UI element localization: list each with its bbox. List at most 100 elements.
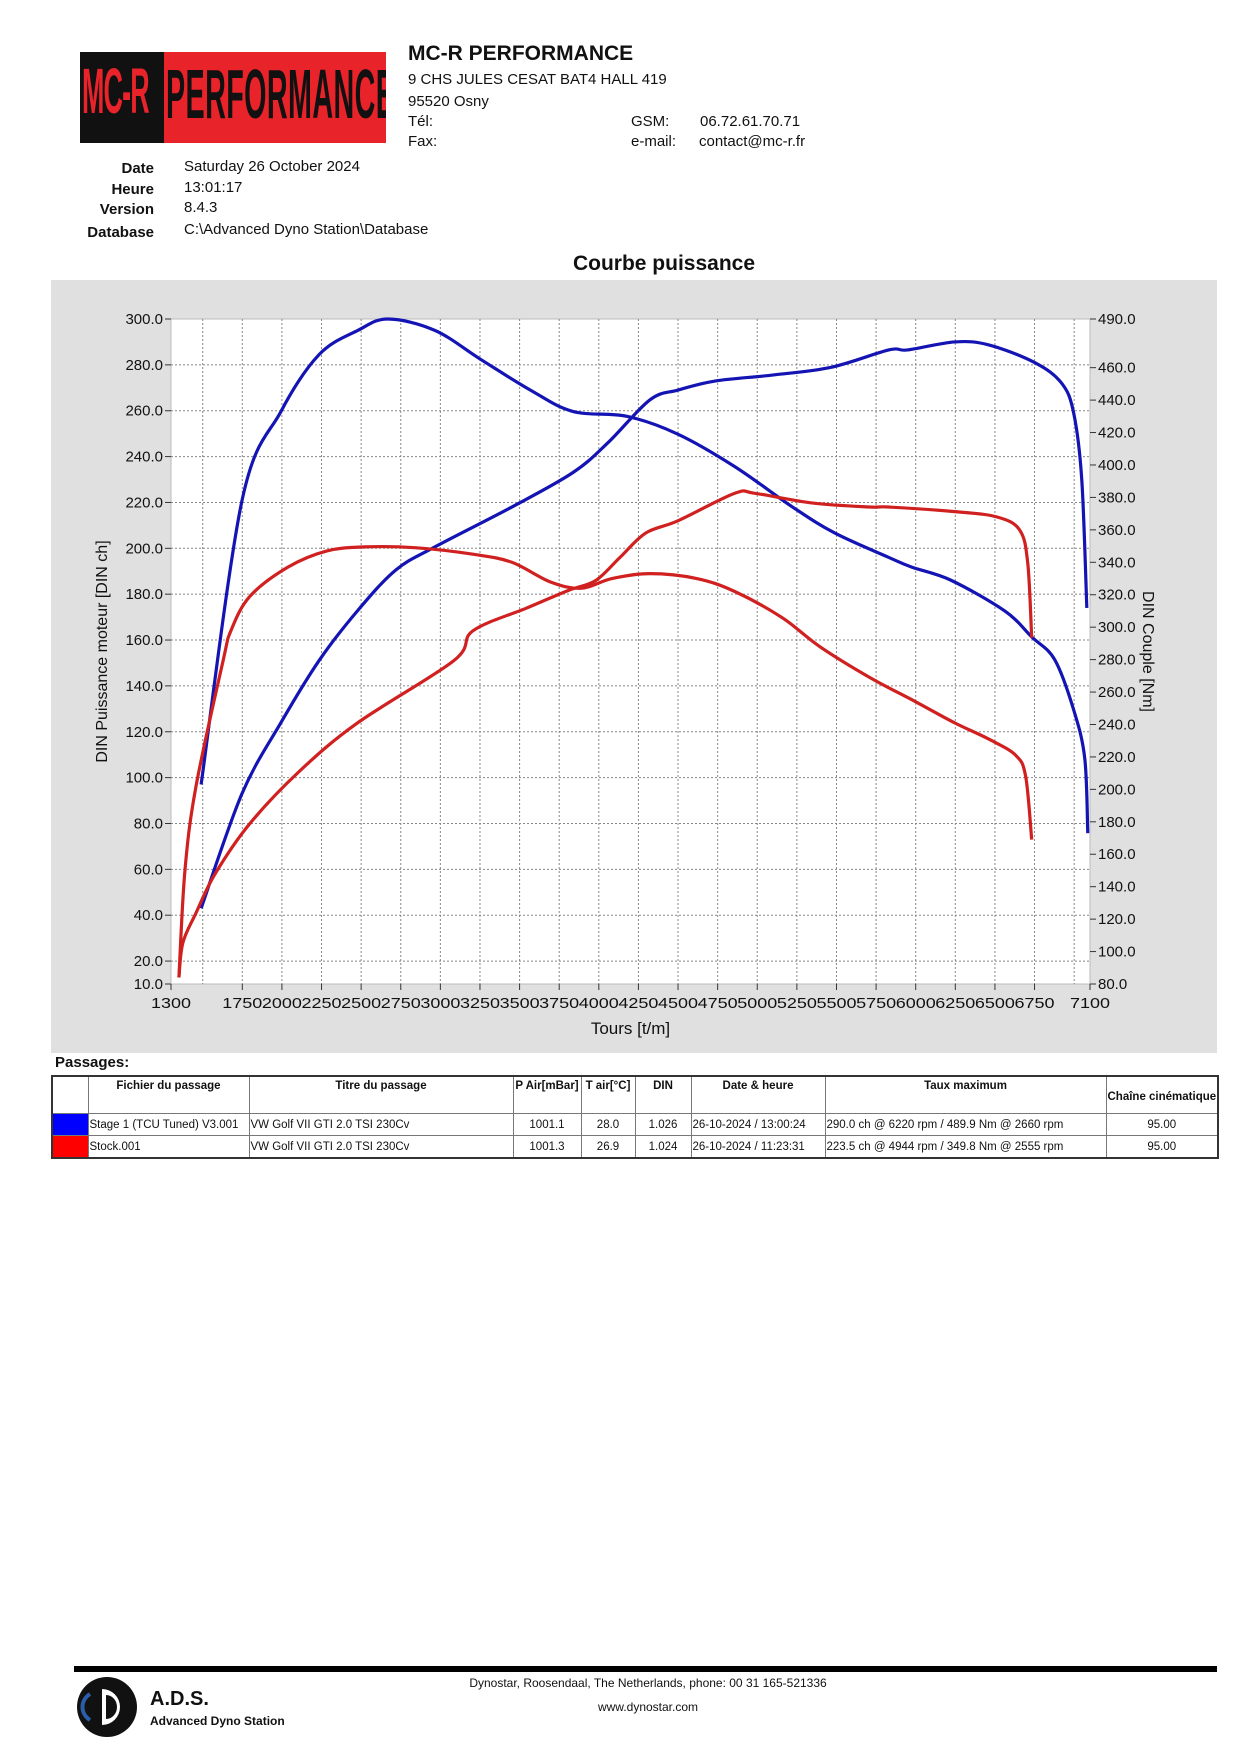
col-tair: T air[°C] — [580, 1075, 636, 1114]
stock-power-curve — [177, 489, 1034, 978]
gsm-value: 06.72.61.70.71 — [700, 113, 801, 130]
y-right-tick-label: 380.0 — [1098, 489, 1136, 506]
x-tick-label: 3250 — [460, 995, 500, 1012]
y-right-tick-label: 140.0 — [1098, 879, 1136, 896]
cell-titre: VW Golf VII GTI 2.0 TSI 230Cv — [248, 1113, 514, 1136]
table-header-row: Fichier du passage Titre du passage P Ai… — [51, 1075, 1219, 1114]
x-tick-label: 5750 — [856, 995, 896, 1012]
y-right-tick-label: 420.0 — [1098, 425, 1136, 442]
ads-subtitle: Advanced Dyno Station — [150, 1714, 285, 1728]
database-value: C:\Advanced Dyno Station\Database — [184, 221, 429, 238]
chart-panel: 1300 1750 2000 2250 2500 2750 3000 3250 3500 3750… — [51, 280, 1217, 1053]
cell-taux: 290.0 ch @ 6220 rpm / 489.9 Nm @ 2660 rp… — [824, 1113, 1107, 1136]
cell-titre: VW Golf VII GTI 2.0 TSI 230Cv — [248, 1135, 514, 1159]
y-left-tick-label: 300.0 — [125, 311, 163, 328]
x-tick-label: 1300 — [151, 995, 191, 1012]
cell-pair: 1001.3 — [512, 1135, 582, 1159]
x-tick-label: 3000 — [420, 995, 460, 1012]
y-right-tick-label: 460.0 — [1098, 360, 1136, 377]
y-left-tick-label: 220.0 — [125, 494, 163, 511]
y-left-axis-label: DIN Puissance moteur [DIN ch] — [94, 540, 111, 762]
col-titre: Titre du passage — [248, 1075, 514, 1114]
y-right-tick-label: 220.0 — [1098, 749, 1136, 766]
date-label: Date — [121, 160, 154, 177]
y-right-tick-label: 490.0 — [1098, 311, 1136, 328]
date-value: Saturday 26 October 2024 — [184, 158, 360, 175]
company-name: MC-R PERFORMANCE — [408, 42, 634, 65]
x-tick-label: 6000 — [896, 995, 936, 1012]
x-tick-label: 4000 — [579, 995, 619, 1012]
tel-label: Tél: — [408, 113, 434, 130]
y-left-tick-label: 100.0 — [125, 770, 163, 787]
ads-title: A.D.S. — [150, 1688, 209, 1710]
passages-table: Fichier du passage Titre du passage P Ai… — [51, 1075, 1219, 1159]
cell-taux: 223.5 ch @ 4944 rpm / 349.8 Nm @ 2555 rp… — [824, 1135, 1107, 1159]
y-right-axis-label: DIN Couple [Nm] — [1139, 591, 1156, 712]
y-right-tick-label: 180.0 — [1098, 814, 1136, 831]
stock-torque-curve — [177, 544, 1034, 978]
y-left-tick-label: 200.0 — [125, 540, 163, 557]
x-tick-label: 4750 — [698, 995, 738, 1012]
y-left-tick-label: 20.0 — [134, 953, 163, 970]
address-line-1: 9 CHS JULES CESAT BAT4 HALL 419 — [408, 71, 667, 88]
y-right-tick-label: 160.0 — [1098, 846, 1136, 863]
version-label: Version — [99, 201, 154, 218]
y-left-tick-label: 160.0 — [125, 632, 163, 649]
cell-pair: 1001.1 — [512, 1113, 582, 1136]
cell-date: 26-10-2024 / 13:00:24 — [690, 1113, 826, 1136]
heure-label: Heure — [111, 181, 154, 198]
stage1-power-curve — [199, 339, 1089, 909]
cell-chaine: 95.00 — [1105, 1135, 1219, 1159]
series-color-swatch — [51, 1113, 89, 1136]
dyno-chart: 1300 1750 2000 2250 2500 2750 3000 3250 3500 3750… — [94, 311, 1156, 1038]
x-axis-label: Tours [t/m] — [591, 1019, 670, 1038]
x-tick-label: 3750 — [539, 995, 579, 1012]
y-left-tick-label: 60.0 — [134, 861, 163, 878]
y-right-tick-label: 440.0 — [1098, 392, 1136, 409]
y-right-tick-label: 80.0 — [1098, 976, 1127, 993]
x-tick-label: 5250 — [777, 995, 817, 1012]
series-color-swatch — [51, 1135, 89, 1159]
cell-fichier: Stage 1 (TCU Tuned) V3.001 — [87, 1113, 250, 1136]
cell-chaine: 95.00 — [1105, 1113, 1219, 1136]
y-right-tick-label: 280.0 — [1098, 652, 1136, 669]
table-row[interactable]: Stock.001 VW Golf VII GTI 2.0 TSI 230Cv … — [51, 1135, 1219, 1159]
col-date: Date & heure — [690, 1075, 826, 1114]
col-din: DIN — [634, 1075, 692, 1114]
col-color — [51, 1075, 89, 1114]
x-tick-label: 1750 — [222, 995, 262, 1012]
x-tick-label: 5000 — [737, 995, 777, 1012]
passages-label: Passages: — [55, 1054, 130, 1071]
table-row[interactable]: Stage 1 (TCU Tuned) V3.001 VW Golf VII G… — [51, 1113, 1219, 1136]
y-right-tick-label: 320.0 — [1098, 587, 1136, 604]
y-left-tick-label: 40.0 — [134, 907, 163, 924]
cell-din: 1.024 — [634, 1135, 692, 1159]
y-left-tick-label: 280.0 — [125, 357, 163, 374]
col-taux: Taux maximum — [824, 1075, 1107, 1114]
y-right-tick-label: 400.0 — [1098, 457, 1136, 474]
y-right-tick-label: 360.0 — [1098, 522, 1136, 539]
x-tick-label: 6750 — [1015, 995, 1055, 1012]
x-tick-label: 6500 — [975, 995, 1015, 1012]
y-right-tick-label: 260.0 — [1098, 684, 1136, 701]
y-right-tick-label: 240.0 — [1098, 716, 1136, 733]
footer-contact: Dynostar, Roosendaal, The Netherlands, p… — [469, 1676, 827, 1690]
col-pair: P Air[mBar] — [512, 1075, 582, 1114]
x-tick-label: 5500 — [816, 995, 856, 1012]
x-tick-label: 4250 — [618, 995, 658, 1012]
x-tick-label: 2750 — [381, 995, 421, 1012]
y-right-tick-label: 120.0 — [1098, 911, 1136, 928]
x-tick-label: 2000 — [262, 995, 302, 1012]
fax-label: Fax: — [408, 133, 438, 150]
address-line-2: 95520 Osny — [408, 93, 489, 110]
y-left-tick-label: 80.0 — [134, 815, 163, 832]
chart-title: Courbe puissance — [572, 252, 756, 275]
database-label: Database — [87, 224, 154, 241]
footer-website[interactable]: www.dynostar.com — [597, 1700, 699, 1714]
version-value: 8.4.3 — [184, 199, 218, 216]
x-tick-label: 2250 — [302, 995, 342, 1012]
ads-logo-icon — [77, 1677, 137, 1737]
footer-divider — [74, 1666, 1217, 1672]
cell-tair: 26.9 — [580, 1135, 636, 1159]
col-chaine: Chaîne cinématique — [1105, 1075, 1219, 1114]
